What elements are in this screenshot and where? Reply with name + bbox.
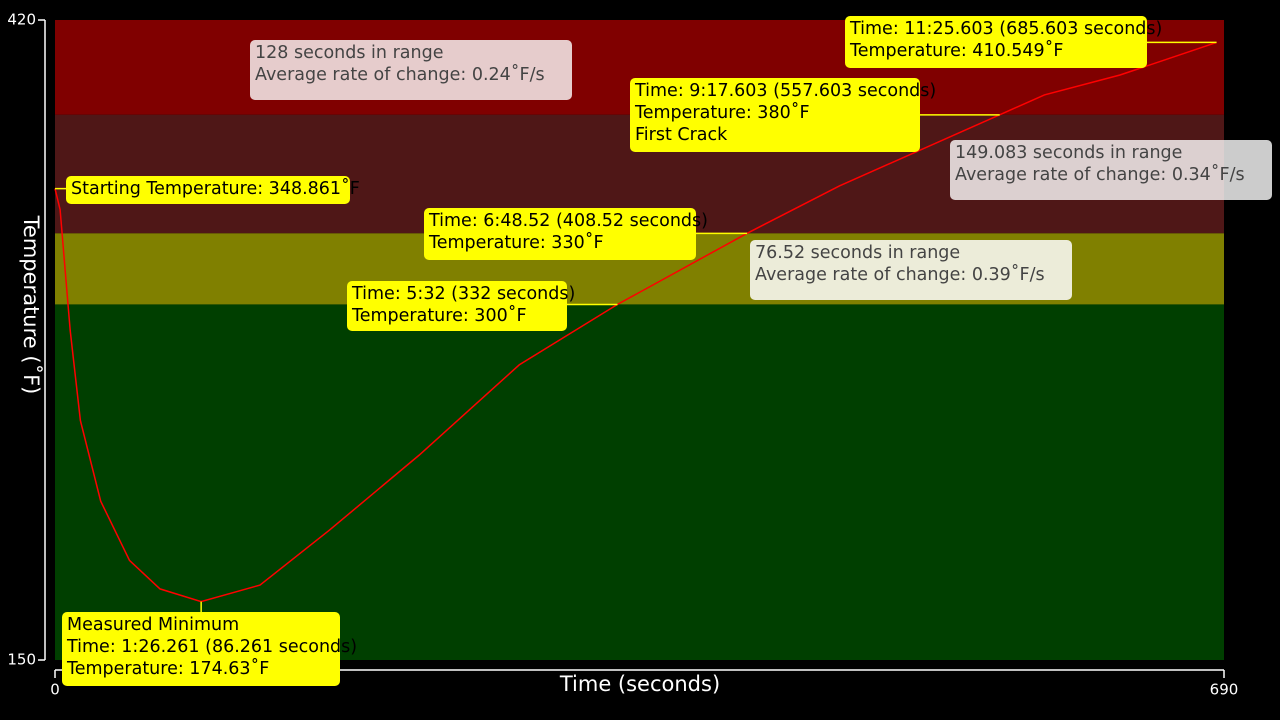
annotation-text: Temperature: 174.63˚F bbox=[66, 658, 269, 679]
annotation-box bbox=[66, 176, 350, 204]
annotation-text: Time: 11:25.603 (685.603 seconds) bbox=[849, 19, 1162, 39]
x-tick-label: 690 bbox=[1210, 681, 1239, 699]
annotation-text: Time: 6:48.52 (408.52 seconds) bbox=[428, 211, 708, 231]
annotation-text: Starting Temperature: 348.861˚F bbox=[71, 178, 360, 199]
y-tick-label: 150 bbox=[7, 651, 36, 669]
annotation-text: Temperature: 380˚F bbox=[634, 102, 810, 123]
range-note-box bbox=[950, 140, 1272, 200]
annotation-text: Temperature: 300˚F bbox=[351, 305, 527, 326]
range-note-text: Average rate of change: 0.24˚F/s bbox=[255, 64, 545, 85]
annotation-text: Time: 1:26.261 (86.261 seconds) bbox=[66, 637, 357, 657]
range-note-text: 128 seconds in range bbox=[255, 43, 443, 63]
range-note-text: 149.083 seconds in range bbox=[955, 143, 1182, 163]
annotation-text: Time: 9:17.603 (557.603 seconds) bbox=[634, 81, 936, 101]
range-note-text: Average rate of change: 0.34˚F/s bbox=[955, 164, 1245, 185]
range-note-text: Average rate of change: 0.39˚F/s bbox=[755, 264, 1045, 285]
range-note-box bbox=[750, 240, 1072, 300]
annotation-box bbox=[845, 16, 1147, 68]
annotation-box bbox=[62, 612, 340, 686]
y-tick-label: 420 bbox=[7, 11, 36, 29]
annotation-box bbox=[424, 208, 696, 260]
y-axis-label: Temperature (˚F) bbox=[19, 215, 43, 395]
annotation-text: Time: 5:32 (332 seconds) bbox=[351, 284, 575, 304]
x-tick-label: 0 bbox=[50, 681, 60, 699]
range-band bbox=[55, 304, 1224, 660]
annotation-box bbox=[347, 281, 567, 331]
annotation-text: Temperature: 330˚F bbox=[428, 232, 604, 253]
annotation-box bbox=[630, 78, 920, 152]
annotation-text: First Crack bbox=[635, 125, 728, 145]
annotation-text: Temperature: 410.549˚F bbox=[849, 40, 1064, 61]
annotation-text: Measured Minimum bbox=[67, 615, 239, 635]
range-note-text: 76.52 seconds in range bbox=[755, 243, 960, 263]
temperature-line bbox=[54, 41, 1217, 603]
range-note-box bbox=[250, 40, 572, 100]
x-axis-label: Time (seconds) bbox=[559, 672, 720, 696]
